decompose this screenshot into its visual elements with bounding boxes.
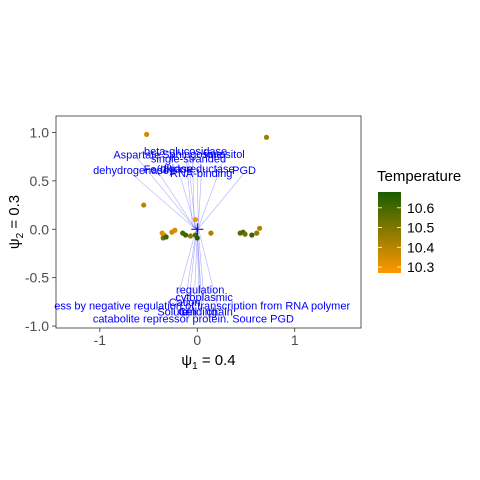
data-point: [144, 131, 150, 137]
data-point: [263, 134, 270, 140]
x-tick-label: 1: [291, 332, 299, 348]
data-point: [163, 234, 169, 240]
y-axis-title: ψ2 = 0.3: [6, 195, 26, 249]
legend-ticks: 10.6 10.5 10.4 10.3: [378, 200, 434, 275]
y-tick-label: 0.5: [30, 173, 50, 189]
legend-tick-label: 10.6: [407, 200, 434, 216]
label-segment: [188, 161, 196, 227]
label-segment: [196, 232, 200, 315]
loading-label: single-stranded: [151, 154, 226, 166]
loading-label: Cation: [169, 297, 201, 309]
legend-tick-label: 10.4: [407, 239, 434, 255]
label-segment: [187, 232, 197, 315]
data-point: [192, 216, 198, 223]
loading-label: regulation: [176, 284, 224, 296]
loading-label: dehydrogenase: [93, 165, 169, 177]
loading-label: oxidoreductase: [160, 163, 235, 175]
y-axis: -1.0 -0.5 0.0 0.5 1.0: [25, 124, 56, 334]
label-segment: [196, 232, 203, 309]
x-tick-label: -1: [94, 332, 107, 348]
label-segment: [184, 231, 197, 305]
loading-label: Fe(III): [144, 164, 173, 176]
y-tick-label: -0.5: [25, 270, 49, 286]
legend: Temperature 10.6 10.5 10.4 10.3: [377, 168, 461, 275]
data-point: [172, 227, 178, 233]
data-point: [141, 202, 147, 208]
loading-label: cytoplasmic: [175, 292, 233, 304]
label-segment: [158, 172, 195, 228]
x-axis: -1 0 1: [94, 328, 299, 348]
data-points: [141, 131, 270, 241]
loading-label: ess by negative regulation of transcript…: [54, 301, 350, 313]
data-point: [187, 233, 194, 239]
y-tick-label: 1.0: [30, 124, 50, 140]
loading-label: chain: [207, 307, 233, 319]
legend-tick-label: 10.3: [407, 259, 434, 275]
loading-label: RNA-binding: [170, 168, 232, 180]
data-point: [257, 225, 263, 231]
loading-label: beta-glucosidase: [144, 146, 227, 158]
loading-label: Cell: [178, 307, 197, 319]
loading-label: Aspartate: [113, 150, 160, 162]
label-segment: [199, 173, 245, 227]
loading-label: Solute: [157, 307, 188, 319]
label-segment: [198, 232, 220, 315]
loading-label: ionositol: [204, 149, 244, 161]
loading-label: Sphingosine: [162, 149, 223, 161]
legend-tick-label: 10.5: [407, 220, 434, 236]
data-point: [242, 231, 248, 237]
label-segment: [130, 172, 194, 228]
plot-panel: [55, 115, 362, 329]
label-segment: [197, 176, 202, 228]
label-segment: [198, 156, 225, 226]
data-point: [194, 235, 200, 241]
y-tick-label: -1.0: [25, 318, 49, 334]
legend-title: Temperature: [377, 168, 461, 185]
label-segment: [193, 233, 198, 322]
loading-arrows: [130, 153, 245, 322]
data-point: [208, 230, 214, 236]
x-tick-label: 0: [193, 332, 201, 348]
data-point: [254, 230, 260, 236]
loading-label: ligase: [164, 163, 193, 175]
label-segment: [136, 157, 194, 227]
label-segment: [178, 171, 196, 228]
y-tick-label: 0.0: [30, 221, 50, 237]
label-segment: [197, 231, 205, 301]
loading-label: PGD: [232, 165, 256, 177]
legend-colorbar: [378, 192, 401, 273]
origin-cross: [191, 223, 204, 236]
x-axis-title: ψ1 = 0.4: [181, 352, 235, 372]
data-point: [249, 232, 255, 238]
label-segment: [196, 171, 199, 227]
loading-label: catabolite repressor protein. Source PGD: [93, 313, 294, 325]
loading-label: binding: [182, 307, 217, 319]
data-point: [183, 232, 189, 238]
label-segment: [172, 232, 196, 315]
